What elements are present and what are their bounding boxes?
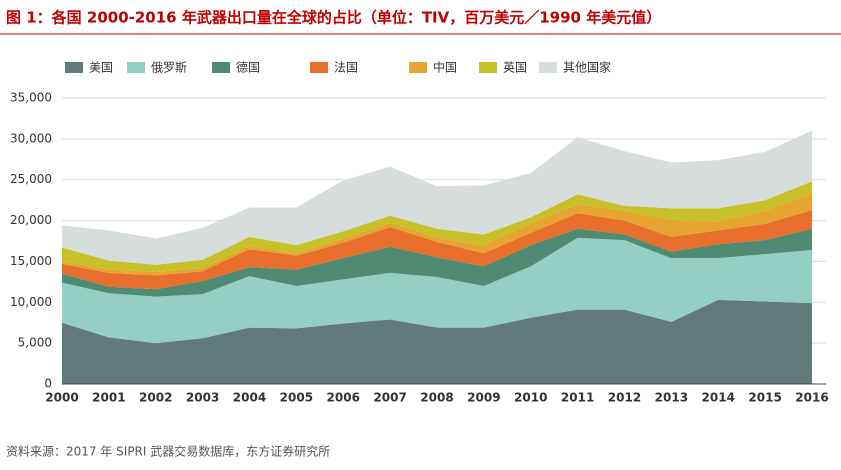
y-tick-label: 15,000: [10, 254, 52, 268]
area: [62, 209, 812, 290]
y-tick-label: 5,000: [18, 336, 52, 350]
x-tick-label: 2000: [45, 391, 78, 405]
x-tick-label: 2010: [514, 391, 547, 405]
area: [62, 237, 812, 344]
legend-swatch: [539, 62, 557, 73]
legend-label: 英国: [503, 61, 527, 75]
y-tick-label: 35,000: [10, 91, 52, 105]
area: [62, 228, 812, 297]
legend-swatch: [310, 62, 328, 73]
y-tick-label: 10,000: [10, 295, 52, 309]
legend-label: 俄罗斯: [151, 61, 187, 75]
x-tick-label: 2008: [420, 391, 453, 405]
x-tick-label: 2011: [561, 391, 594, 405]
legend-label: 其他国家: [563, 60, 611, 75]
y-tick-label: 30,000: [10, 131, 52, 145]
legend-swatch: [65, 62, 83, 73]
x-tick-label: 2007: [373, 391, 406, 405]
source-note: 资料来源：2017 年 SIPRI 武器交易数据库，东方证券研究所: [6, 444, 330, 459]
y-tick-label: 0: [44, 377, 52, 391]
x-tick-label: 2016: [795, 391, 828, 405]
x-tick-label: 2013: [655, 391, 688, 405]
legend-label: 美国: [89, 61, 113, 75]
legend-swatch: [212, 62, 230, 73]
x-tick-label: 2003: [186, 391, 219, 405]
legend-swatch: [479, 62, 497, 73]
x-tick-label: 2014: [702, 391, 735, 405]
y-tick-label: 20,000: [10, 213, 52, 227]
x-tick-label: 2006: [327, 391, 360, 405]
area: [62, 130, 812, 265]
area: [62, 299, 812, 384]
legend-label: 德国: [236, 60, 260, 75]
legend-label: 中国: [433, 60, 457, 75]
area: [62, 193, 812, 276]
legend-swatch: [409, 62, 427, 73]
x-tick-label: 2012: [608, 391, 641, 405]
x-tick-label: 2005: [280, 391, 313, 405]
x-tick-label: 2004: [233, 391, 266, 405]
x-tick-label: 2009: [467, 391, 500, 405]
x-tick-label: 2001: [92, 391, 125, 405]
legend-swatch: [127, 62, 145, 73]
x-tick-label: 2002: [139, 391, 172, 405]
y-tick-label: 25,000: [10, 172, 52, 186]
chart-title: 图 1：各国 2000-2016 年武器出口量在全球的占比（单位：TIV，百万美…: [6, 9, 661, 27]
x-tick-label: 2015: [748, 391, 781, 405]
legend-label: 法国: [334, 61, 358, 75]
